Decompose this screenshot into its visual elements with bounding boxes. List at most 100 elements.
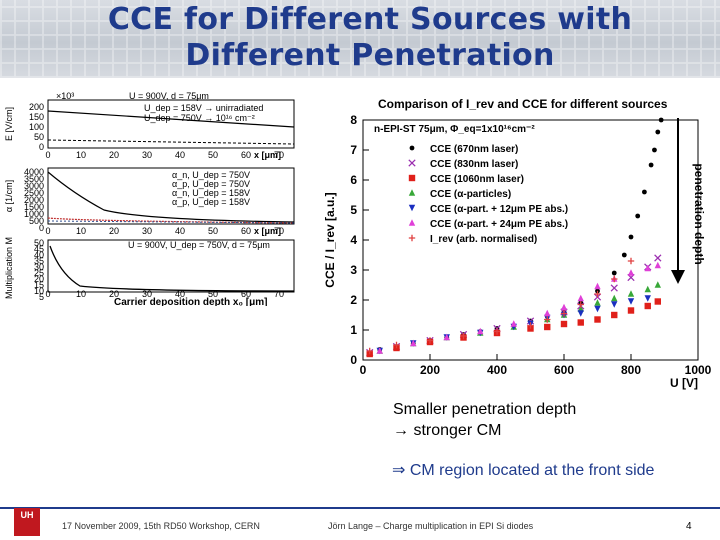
efield-xtick: 60 bbox=[241, 150, 251, 160]
data-point bbox=[644, 302, 651, 310]
alpha-ytick: 0 bbox=[39, 223, 44, 233]
legend-marker bbox=[408, 234, 416, 242]
efield-xtick: 40 bbox=[175, 150, 185, 160]
main-chart-title: Comparison of I_rev and CCE for differen… bbox=[378, 97, 668, 111]
x-tick-label: 200 bbox=[420, 363, 440, 377]
efield-xticks: 0 10 20 30 40 50 60 70 bbox=[45, 150, 284, 160]
data-point bbox=[611, 270, 617, 276]
main-axes: 0 1 2 3 4 5 6 7 8 0 200 400 600 800 1000 bbox=[350, 113, 711, 377]
data-point bbox=[577, 305, 584, 312]
alpha-ytick: 3500 bbox=[24, 174, 44, 184]
data-point bbox=[627, 257, 635, 265]
data-point bbox=[366, 347, 373, 355]
efield-ytick: 50 bbox=[34, 132, 44, 142]
alpha-ytick: 2000 bbox=[24, 195, 44, 205]
data-point bbox=[560, 320, 568, 328]
footer-author: Jörn Lange – Charge multiplication in EP… bbox=[328, 521, 534, 531]
alpha-xtick: 50 bbox=[208, 226, 218, 236]
efield-xtick: 30 bbox=[142, 150, 152, 160]
title-banner bbox=[0, 0, 720, 78]
data-point bbox=[610, 284, 618, 292]
legend-label: CCE (α-particles) bbox=[430, 189, 511, 200]
mfactor-xticks: 0 10 20 30 40 50 60 70 bbox=[45, 289, 284, 299]
data-point bbox=[443, 333, 450, 341]
penetration-arrow bbox=[671, 118, 685, 284]
efield-xtick: 20 bbox=[109, 150, 119, 160]
data-point bbox=[544, 323, 551, 331]
alpha-legend-item: α_p, U_dep = 750V bbox=[172, 179, 250, 189]
data-point bbox=[594, 282, 601, 290]
data-point bbox=[627, 298, 635, 305]
data-point bbox=[611, 275, 618, 283]
legend-label: CCE (α-part. + 12μm PE abs.) bbox=[430, 204, 568, 215]
legend-label: CCE (α-part. + 24μm PE abs.) bbox=[430, 219, 568, 230]
alpha-xlabel: x [μm] bbox=[254, 226, 281, 236]
data-point bbox=[544, 309, 551, 317]
alpha-plot: 4000 3500 3000 2500 2000 1500 1000 500 0… bbox=[4, 164, 300, 236]
efield-xlabel: x [μm] bbox=[254, 150, 281, 160]
alpha-legend-item: α_p, U_dep = 158V bbox=[172, 197, 250, 207]
mfactor-ytick: 50 bbox=[34, 238, 44, 248]
main-data-points bbox=[366, 117, 664, 358]
alpha-ytick: 500 bbox=[29, 216, 44, 226]
mfactor-ytick: 25 bbox=[34, 268, 44, 278]
efield-legend-header: U = 900V, d = 75μm bbox=[129, 92, 209, 101]
data-point bbox=[611, 311, 618, 319]
caption-line2: → stronger CM bbox=[393, 422, 502, 439]
mfactor-xtick: 60 bbox=[241, 289, 251, 299]
mfactor-ytick: 35 bbox=[34, 256, 44, 266]
data-point bbox=[644, 285, 651, 293]
efield-ytick: 100 bbox=[29, 122, 44, 132]
data-point bbox=[654, 281, 661, 288]
data-point bbox=[493, 328, 501, 335]
footer-date: 17 November 2009, 15th RD50 Workshop, CE… bbox=[62, 521, 260, 531]
mfactor-ytick: 15 bbox=[34, 280, 44, 290]
data-point bbox=[510, 320, 517, 327]
data-point bbox=[658, 117, 664, 123]
penetration-label-text: penetration depth bbox=[692, 163, 706, 265]
y-tick-label: 5 bbox=[350, 203, 357, 217]
legend-marker bbox=[408, 189, 416, 196]
alpha-xtick: 60 bbox=[241, 226, 251, 236]
x-tick-label: 1000 bbox=[685, 363, 712, 377]
data-point bbox=[560, 303, 568, 311]
legend-label: CCE (670nm laser) bbox=[430, 144, 518, 155]
data-point bbox=[644, 264, 651, 272]
y-tick-label: 1 bbox=[350, 323, 357, 337]
efield-xtick: 0 bbox=[45, 150, 50, 160]
alpha-legend-item: α_n, U_dep = 158V bbox=[172, 188, 250, 198]
data-point bbox=[376, 347, 383, 354]
data-point bbox=[477, 327, 484, 335]
data-point bbox=[644, 295, 651, 302]
mfactor-ylabel: Multiplication M bbox=[4, 237, 14, 299]
y-tick-label: 2 bbox=[350, 293, 357, 307]
data-point bbox=[410, 339, 417, 347]
mfactor-xtick: 70 bbox=[274, 289, 284, 299]
mfactor-ytick: 5 bbox=[39, 292, 44, 302]
page-number: 4 bbox=[686, 521, 692, 532]
data-point bbox=[577, 319, 584, 326]
data-point bbox=[635, 213, 641, 219]
data-point bbox=[611, 294, 618, 302]
alpha-ylabel: α [1/cm] bbox=[4, 180, 14, 212]
y-tick-label: 7 bbox=[350, 143, 357, 157]
university-logo: UH bbox=[14, 508, 40, 536]
efield-yticks: 200 150 100 50 0 bbox=[29, 102, 44, 152]
data-point bbox=[594, 316, 601, 323]
alpha-ytick: 1000 bbox=[24, 209, 44, 219]
mfactor-yticks: 50 45 40 35 30 25 20 15 10 5 bbox=[34, 238, 44, 302]
main-xlabel: U [V] bbox=[670, 376, 698, 390]
data-point bbox=[611, 301, 618, 308]
x-tick-label: 600 bbox=[554, 363, 574, 377]
alpha-plot-svg: 4000 3500 3000 2500 2000 1500 1000 500 0… bbox=[4, 167, 295, 236]
legend-marker bbox=[409, 145, 415, 151]
alpha-xtick: 40 bbox=[175, 226, 185, 236]
mfactor-ytick: 40 bbox=[34, 250, 44, 260]
alpha-xtick: 20 bbox=[109, 226, 119, 236]
alpha-ytick: 1500 bbox=[24, 202, 44, 212]
alpha-ytick: 2500 bbox=[24, 188, 44, 198]
multiplication-plot-svg: 50 45 40 35 30 25 20 15 10 5 0 10 20 30 … bbox=[4, 237, 295, 308]
efield-ytick: 0 bbox=[39, 142, 44, 152]
data-point bbox=[594, 305, 601, 313]
efield-xtick: 10 bbox=[76, 150, 86, 160]
